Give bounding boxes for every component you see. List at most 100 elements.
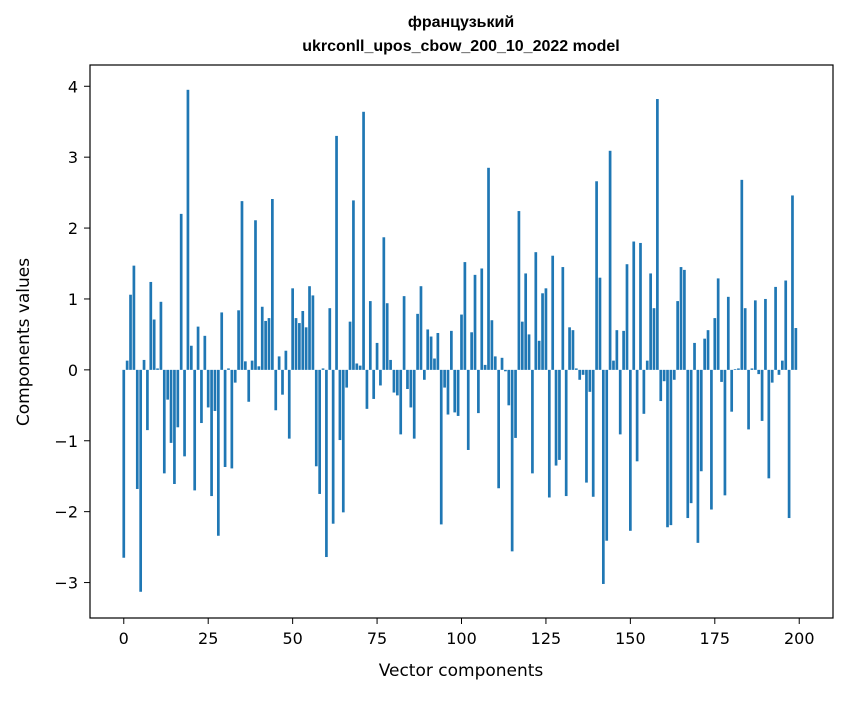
bar-component-2	[129, 294, 132, 370]
bar-component-20	[189, 345, 193, 370]
bar-component-61	[328, 308, 332, 370]
bar-component-175	[713, 318, 717, 370]
bar-component-179	[726, 296, 730, 370]
bar-component-196	[784, 280, 788, 370]
x-tick-label: 175	[700, 629, 731, 648]
bar-component-191	[767, 369, 771, 479]
bar-component-131	[564, 369, 568, 497]
bar-component-48	[284, 350, 288, 370]
bar-component-129	[558, 369, 561, 460]
bar-component-105	[477, 369, 480, 414]
bar-component-142	[601, 369, 605, 584]
bar-component-70	[358, 365, 362, 370]
bar-component-99	[456, 369, 460, 416]
bar-component-76	[379, 369, 382, 386]
bar-component-31	[227, 368, 230, 370]
bar-component-87	[416, 313, 419, 370]
bar-component-17	[179, 213, 183, 370]
x-tick-label: 50	[282, 629, 302, 648]
bar-component-141	[598, 277, 602, 370]
bar-component-195	[780, 360, 784, 370]
bar-component-119	[524, 273, 528, 370]
x-tick-label: 200	[784, 629, 815, 648]
bar-component-23	[200, 369, 203, 424]
y-tick-label: −3	[54, 574, 78, 593]
bar-component-162	[669, 369, 673, 526]
bar-component-82	[399, 369, 403, 435]
bar-component-140	[595, 181, 598, 370]
x-axis-ticks: 0 25 50 75 100 125 150 175 200	[119, 618, 815, 648]
bar-component-52	[298, 323, 301, 370]
bar-component-186	[750, 368, 754, 370]
bar-component-63	[335, 135, 338, 370]
bar-component-146	[615, 330, 619, 370]
bar-component-79	[389, 359, 392, 370]
bar-component-66	[345, 369, 349, 388]
bar-component-96	[446, 369, 450, 415]
bar-component-36	[244, 361, 247, 370]
bar-component-149	[625, 264, 629, 370]
bar-component-189	[760, 369, 764, 421]
bar-component-32	[230, 369, 234, 469]
bar-component-22	[196, 326, 200, 370]
bar-component-44	[271, 199, 274, 370]
bar-component-47	[281, 369, 284, 395]
bar-component-117	[517, 211, 521, 370]
bar-component-168	[689, 369, 693, 504]
bar-component-10	[156, 368, 159, 370]
bar-component-51	[294, 318, 298, 370]
bar-component-92	[433, 358, 436, 370]
bar-component-39	[254, 220, 257, 370]
bar-component-171	[699, 369, 703, 472]
bar-component-0	[122, 369, 126, 558]
bar-component-152	[635, 369, 639, 462]
bar-component-122	[534, 252, 538, 370]
bar-component-29	[220, 312, 224, 370]
bar-component-80	[392, 369, 396, 393]
y-tick-label: −1	[54, 432, 78, 451]
bar-component-54	[304, 327, 308, 370]
bar-component-123	[537, 340, 541, 370]
bar-component-107	[483, 364, 487, 370]
y-axis-ticks: −3 −2 −1 0 1 2 3 4	[54, 77, 90, 593]
bar-component-180	[730, 369, 734, 412]
bar-component-74	[372, 369, 376, 399]
bar-component-100	[460, 314, 463, 370]
bar-component-111	[497, 369, 500, 489]
bar-component-1	[125, 360, 129, 370]
bar-component-8	[149, 281, 153, 370]
bar-component-137	[585, 369, 588, 483]
bar-component-45	[274, 369, 278, 411]
bar-component-109	[490, 320, 494, 370]
bar-component-124	[541, 293, 544, 370]
bar-component-120	[527, 334, 531, 370]
bar-component-159	[659, 369, 663, 402]
y-tick-label: 0	[68, 361, 78, 380]
bar-component-75	[375, 342, 379, 370]
bar-component-161	[666, 369, 669, 528]
bar-component-182	[737, 368, 740, 370]
bar-component-24	[203, 335, 207, 370]
bar-component-46	[277, 356, 281, 370]
bar-component-30	[223, 369, 227, 467]
bar-component-38	[250, 360, 254, 370]
bar-component-139	[591, 369, 595, 497]
bar-component-193	[774, 286, 777, 370]
bar-component-73	[368, 301, 372, 370]
bar-component-83	[402, 296, 406, 370]
bar-component-183	[740, 179, 744, 370]
bar-component-181	[733, 369, 737, 370]
bar-component-49	[287, 369, 291, 439]
chart-title: французький	[408, 14, 514, 31]
bar-component-148	[622, 330, 625, 370]
y-tick-label: 2	[68, 219, 78, 238]
bar-component-18	[183, 369, 186, 457]
bar-component-68	[352, 200, 355, 370]
bar-component-57	[314, 369, 318, 467]
bar-component-42	[264, 320, 267, 370]
bar-component-77	[382, 237, 386, 370]
bar-component-91	[429, 336, 433, 370]
x-tick-label: 125	[531, 629, 562, 648]
